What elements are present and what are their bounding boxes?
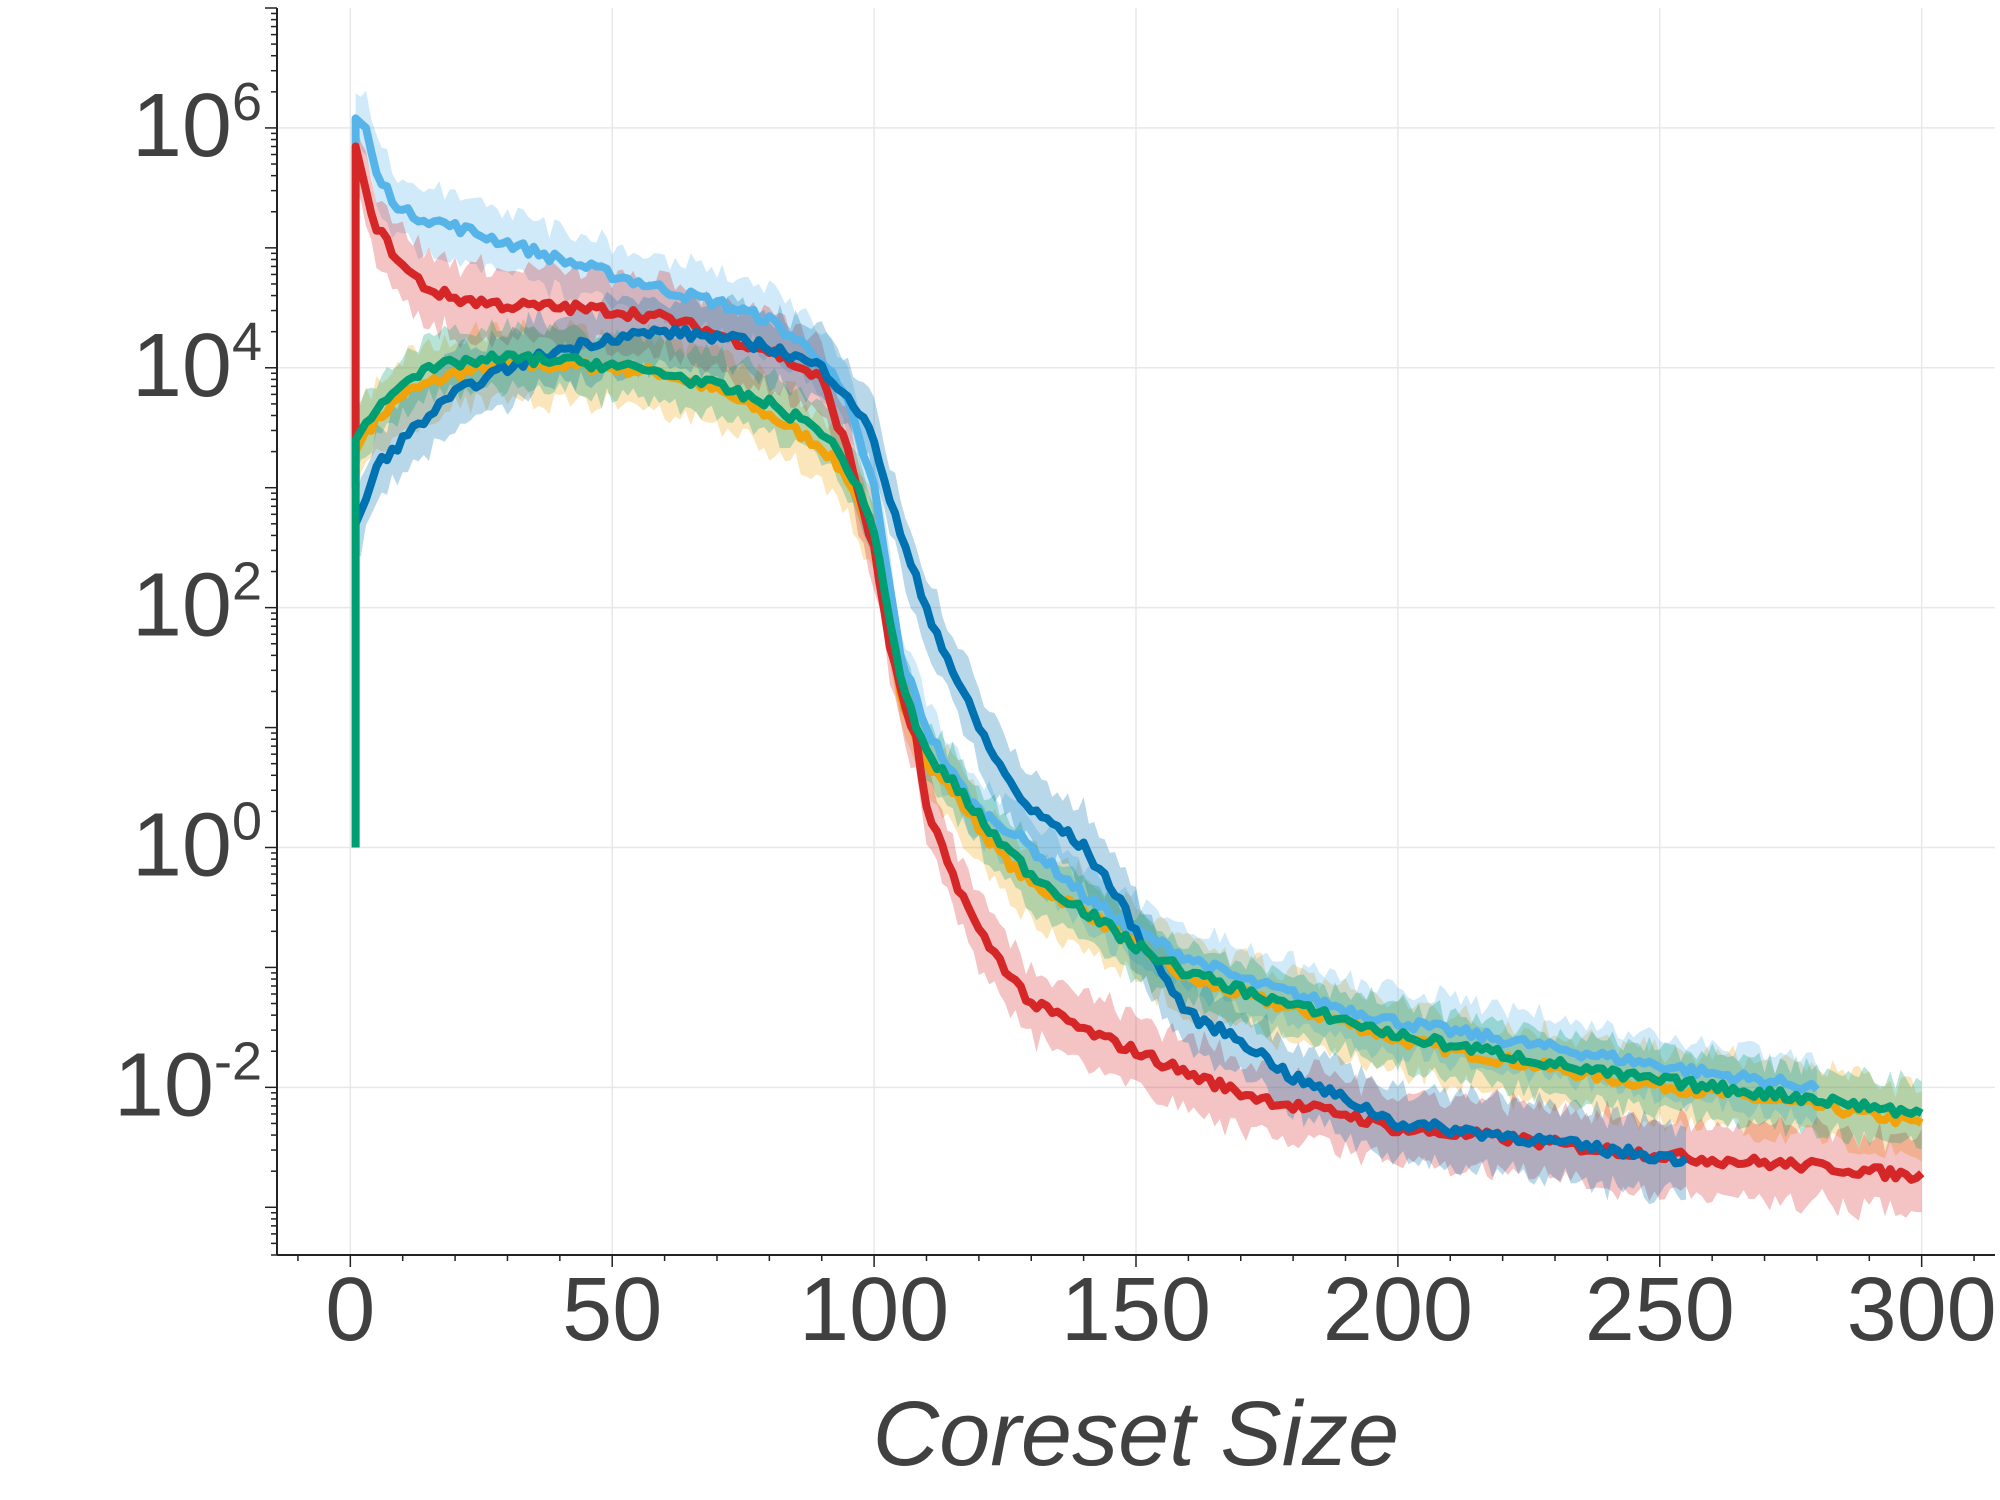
- x-tick-label-3: 150: [1061, 1260, 1211, 1360]
- y-tick-label-exp-0: -2: [214, 1031, 262, 1091]
- ticks: [265, 7, 1975, 1267]
- x-tick-label-0: 0: [325, 1260, 375, 1360]
- band-series-0: [355, 318, 1922, 1162]
- y-tick-label-4: 106: [132, 72, 262, 176]
- line-series-2: [351, 114, 1820, 1094]
- x-axis-label: Coreset Size: [873, 1383, 1400, 1485]
- y-tick-label-base-4: 10: [132, 76, 232, 176]
- y-tick-label-0: 10-2: [114, 1031, 262, 1135]
- line-series-1: [351, 350, 1924, 1119]
- series-lines: [351, 114, 1925, 1184]
- x-tick-label-2: 100: [799, 1260, 949, 1360]
- y-tick-label-base-2: 10: [132, 556, 232, 656]
- line-series-4: [351, 324, 1689, 1168]
- y-tick-label-exp-3: 4: [232, 312, 262, 372]
- y-tick-label-3: 104: [132, 312, 262, 416]
- x-tick-label-4: 200: [1323, 1260, 1473, 1360]
- y-tick-label-base-0: 10: [114, 1035, 214, 1135]
- x-tick-label-5: 250: [1585, 1260, 1735, 1360]
- band-series-4: [355, 291, 1687, 1205]
- y-tick-label-base-1: 10: [132, 795, 232, 895]
- y-tick-label-exp-2: 2: [232, 552, 262, 612]
- y-tick-label-exp-1: 0: [232, 791, 262, 851]
- x-tick-label-1: 50: [562, 1260, 662, 1360]
- y-tick-label-2: 102: [132, 552, 262, 656]
- line-series-0: [351, 356, 1924, 1128]
- y-tick-label-1: 100: [132, 791, 262, 895]
- x-tick-label-6: 300: [1847, 1260, 1997, 1360]
- y-tick-label-exp-4: 6: [232, 72, 262, 132]
- y-tick-label-base-3: 10: [132, 316, 232, 416]
